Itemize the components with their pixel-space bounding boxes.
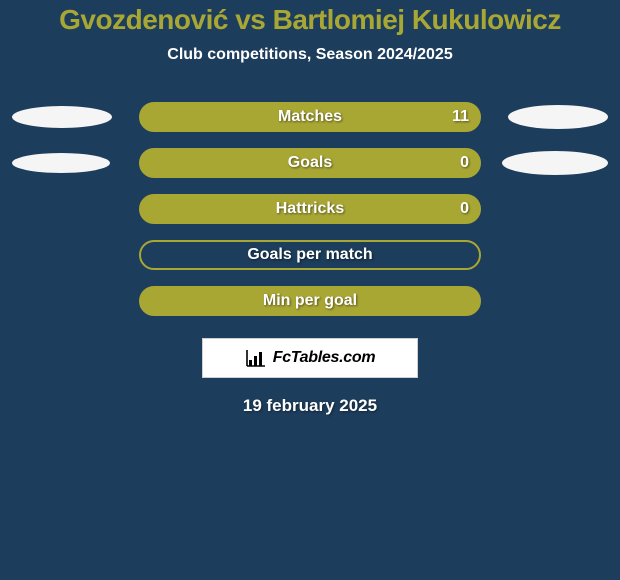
stat-row-matches: Matches 11 xyxy=(0,94,620,140)
stat-bar: Matches 11 xyxy=(139,102,481,132)
stat-bar: Hattricks 0 xyxy=(139,194,481,224)
left-player-marker xyxy=(12,106,112,128)
stat-label: Min per goal xyxy=(263,292,357,310)
stat-row-hattricks: Hattricks 0 xyxy=(0,186,620,232)
comparison-card: Gvozdenović vs Bartlomiej Kukulowicz Clu… xyxy=(0,0,620,580)
stat-value-right: 11 xyxy=(452,108,469,126)
brand-box[interactable]: FcTables.com xyxy=(202,338,418,378)
stat-bar: Min per goal xyxy=(139,286,481,316)
stat-row-goals: Goals 0 xyxy=(0,140,620,186)
stat-label: Goals per match xyxy=(247,246,372,264)
stat-label: Goals xyxy=(288,154,332,172)
stat-row-goals-per-match: Goals per match xyxy=(0,232,620,278)
stat-row-min-per-goal: Min per goal xyxy=(0,278,620,324)
stat-label: Matches xyxy=(278,108,342,126)
stat-bar: Goals 0 xyxy=(139,148,481,178)
page-title: Gvozdenović vs Bartlomiej Kukulowicz xyxy=(0,0,620,36)
stat-value-right: 0 xyxy=(460,200,469,218)
left-player-marker xyxy=(12,153,110,173)
stat-value-right: 0 xyxy=(460,154,469,172)
right-player-marker xyxy=(508,105,608,129)
subtitle: Club competitions, Season 2024/2025 xyxy=(0,46,620,64)
stat-rows: Matches 11 Goals 0 Hattricks 0 Goals per… xyxy=(0,94,620,324)
bar-chart-icon xyxy=(245,348,267,368)
stat-label: Hattricks xyxy=(276,200,344,218)
date-text: 19 february 2025 xyxy=(0,396,620,416)
right-player-marker xyxy=(502,151,608,175)
stat-bar: Goals per match xyxy=(139,240,481,270)
brand-text: FcTables.com xyxy=(273,349,376,367)
